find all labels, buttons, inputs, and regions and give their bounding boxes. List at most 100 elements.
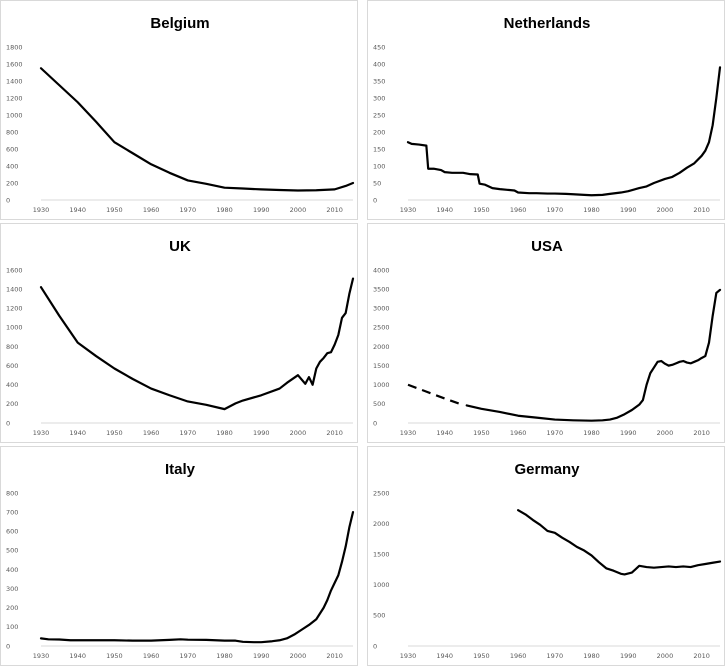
y-tick-label: 2500 xyxy=(373,489,390,497)
x-tick-label: 2000 xyxy=(290,206,307,214)
x-tick-label: 1950 xyxy=(473,652,490,660)
x-tick-label: 1940 xyxy=(69,429,86,437)
y-tick-label: 400 xyxy=(373,60,385,68)
x-tick-label: 1980 xyxy=(583,652,600,660)
y-tick-label: 0 xyxy=(373,642,377,650)
series-line-netherlands-0 xyxy=(408,67,720,195)
x-tick-label: 1960 xyxy=(510,206,527,214)
x-tick-label: 1940 xyxy=(436,652,453,660)
y-tick-label: 0 xyxy=(373,196,377,204)
x-tick-label: 1960 xyxy=(143,652,160,660)
y-tick-label: 300 xyxy=(373,94,385,102)
x-tick-label: 2000 xyxy=(290,652,307,660)
x-tick-label: 1930 xyxy=(33,429,50,437)
y-tick-label: 800 xyxy=(6,489,18,497)
x-tick-label: 1980 xyxy=(583,206,600,214)
x-tick-label: 1990 xyxy=(620,429,637,437)
x-tick-label: 2010 xyxy=(693,206,710,214)
chart-panel-germany: Germany 0 500 1000 1500 2000 2500 1930 1940 1950 1… xyxy=(367,446,725,666)
x-tick-label: 1960 xyxy=(143,429,160,437)
y-tick-label: 0 xyxy=(6,419,10,427)
y-tick-label: 200 xyxy=(373,128,385,136)
x-tick-label: 1980 xyxy=(583,429,600,437)
y-tick-label: 600 xyxy=(6,145,18,153)
x-tick-label: 1950 xyxy=(473,206,490,214)
chart-title: UK xyxy=(169,238,191,255)
y-tick-label: 250 xyxy=(373,111,385,119)
y-tick-label: 400 xyxy=(6,381,18,389)
y-tick-label: 1500 xyxy=(373,551,390,559)
x-tick-label: 1930 xyxy=(400,206,417,214)
x-tick-label: 2000 xyxy=(657,652,674,660)
series-line-belgium-0 xyxy=(41,68,353,190)
x-tick-label: 2010 xyxy=(693,652,710,660)
series-line-uk-0 xyxy=(41,279,353,410)
y-tick-label: 800 xyxy=(6,343,18,351)
x-tick-label: 1940 xyxy=(69,652,86,660)
x-tick-label: 2000 xyxy=(657,429,674,437)
y-tick-label: 0 xyxy=(6,642,10,650)
chart-title: Belgium xyxy=(150,15,209,32)
chart-title: Italy xyxy=(165,461,196,478)
y-tick-label: 2000 xyxy=(373,520,390,528)
y-tick-label: 1600 xyxy=(6,266,23,274)
chart-panel-belgium: Belgium 0 200 400 600 800 1000 1200 1400 1600 1800… xyxy=(0,0,358,220)
x-tick-label: 1930 xyxy=(33,206,50,214)
x-tick-label: 1970 xyxy=(547,206,564,214)
y-tick-label: 500 xyxy=(373,612,385,620)
y-tick-label: 500 xyxy=(6,547,18,555)
x-tick-label: 1950 xyxy=(106,206,123,214)
x-tick-label: 1990 xyxy=(620,652,637,660)
x-tick-label: 1930 xyxy=(400,652,417,660)
x-tick-label: 1970 xyxy=(547,652,564,660)
x-tick-label: 2000 xyxy=(657,206,674,214)
y-tick-label: 4000 xyxy=(373,266,390,274)
x-tick-label: 1960 xyxy=(510,429,527,437)
x-tick-label: 1970 xyxy=(547,429,564,437)
y-tick-label: 400 xyxy=(6,162,18,170)
x-tick-label: 1960 xyxy=(143,206,160,214)
y-tick-label: 200 xyxy=(6,179,18,187)
x-tick-label: 1970 xyxy=(180,206,197,214)
x-tick-label: 1940 xyxy=(69,206,86,214)
y-tick-label: 1400 xyxy=(6,77,23,85)
chart-title: USA xyxy=(531,238,563,255)
y-tick-label: 500 xyxy=(373,400,385,408)
chart-panel-uk: UK 0 200 400 600 800 1000 1200 1400 1600 1930 1940 1… xyxy=(0,223,358,443)
x-tick-label: 1980 xyxy=(216,652,233,660)
x-tick-label: 2010 xyxy=(693,429,710,437)
chart-panel-netherlands: Netherlands 0 50 100 150 200 250 300 350 400 450 19… xyxy=(367,0,725,220)
y-tick-label: 150 xyxy=(373,145,385,153)
y-tick-label: 600 xyxy=(6,362,18,370)
x-tick-label: 1990 xyxy=(253,206,270,214)
y-tick-label: 2500 xyxy=(373,324,390,332)
x-tick-label: 1940 xyxy=(436,206,453,214)
chart-panel-usa: USA 0 500 1000 1500 2000 2500 3000 3500 4000 1930 1… xyxy=(367,223,725,443)
y-tick-label: 0 xyxy=(373,419,377,427)
y-tick-label: 3500 xyxy=(373,285,390,293)
y-tick-label: 1600 xyxy=(6,60,23,68)
y-tick-label: 200 xyxy=(6,604,18,612)
chart-svg-belgium: Belgium 0 200 400 600 800 1000 1200 1400 1600 1800… xyxy=(1,1,359,221)
chart-svg-usa: USA 0 500 1000 1500 2000 2500 3000 3500 4000 1930 1… xyxy=(368,224,725,444)
y-tick-label: 100 xyxy=(6,623,18,631)
y-tick-label: 100 xyxy=(373,162,385,170)
chart-svg-germany: Germany 0 500 1000 1500 2000 2500 1930 1940 1950 1… xyxy=(368,447,725,667)
chart-svg-netherlands: Netherlands 0 50 100 150 200 250 300 350 400 450 19… xyxy=(368,1,725,221)
y-tick-label: 3000 xyxy=(373,305,390,313)
x-tick-label: 2000 xyxy=(290,429,307,437)
series-line-italy-0 xyxy=(41,512,353,642)
chart-panel-italy: Italy 0 100 200 300 400 500 600 700 800 1930 1940 19… xyxy=(0,446,358,666)
y-tick-label: 1000 xyxy=(6,324,23,332)
y-tick-label: 1200 xyxy=(6,305,23,313)
y-tick-label: 800 xyxy=(6,128,18,136)
y-tick-label: 350 xyxy=(373,77,385,85)
y-tick-label: 200 xyxy=(6,400,18,408)
x-tick-label: 1960 xyxy=(510,652,527,660)
y-tick-label: 450 xyxy=(373,43,385,51)
x-tick-label: 1930 xyxy=(400,429,417,437)
chart-title: Germany xyxy=(514,461,580,478)
y-tick-label: 400 xyxy=(6,566,18,574)
y-tick-label: 50 xyxy=(373,179,381,187)
x-tick-label: 1990 xyxy=(253,429,270,437)
